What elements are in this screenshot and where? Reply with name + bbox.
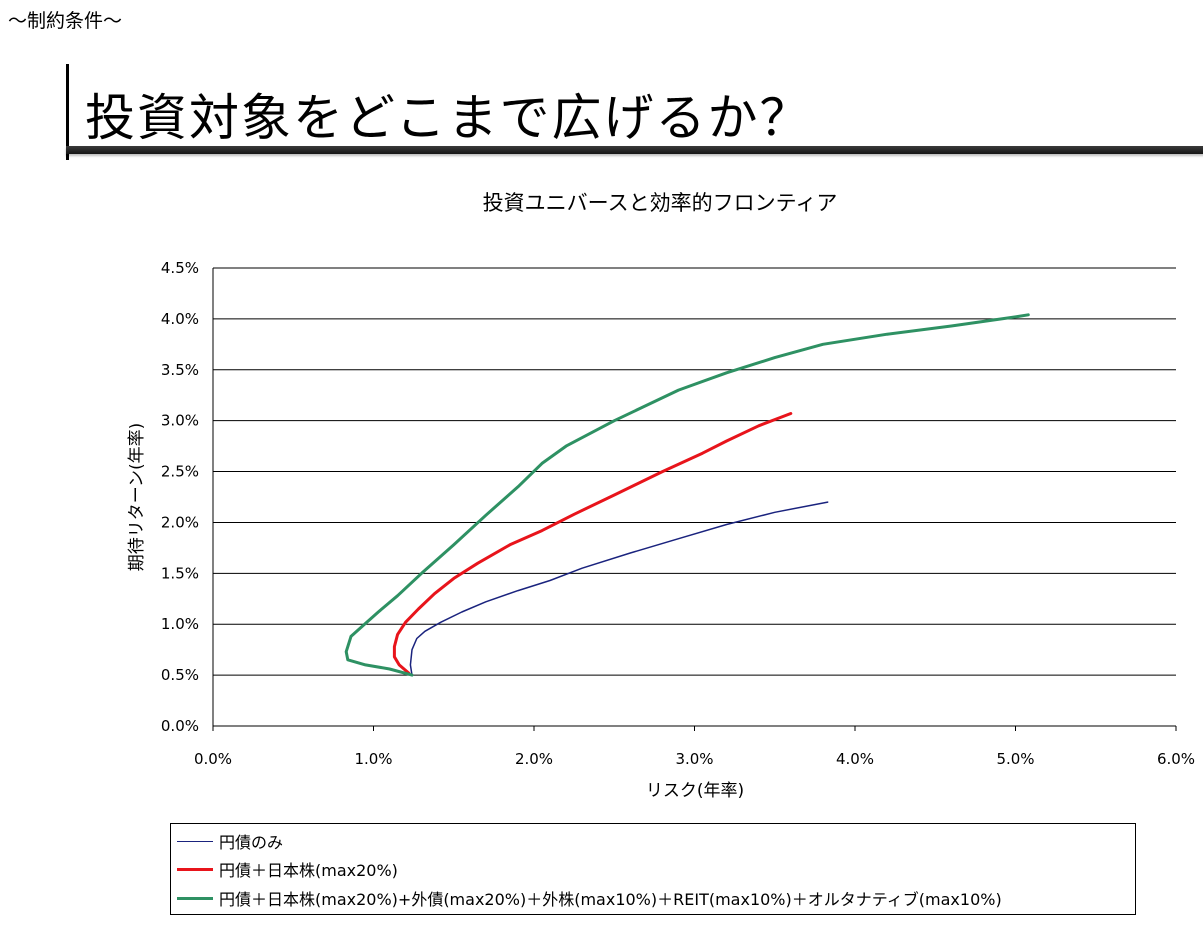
y-tick-label: 3.0%	[161, 412, 199, 430]
x-tick-label: 2.0%	[515, 750, 553, 768]
chart-legend: 円債のみ 円債＋日本株(max20%) 円債＋日本株(max20%)+外債(ma…	[170, 823, 1136, 915]
series-line-yen-bonds-jp-stocks	[392, 412, 793, 675]
legend-label-yen-bonds: 円債のみ	[219, 833, 284, 852]
y-tick-label: 2.5%	[161, 463, 199, 481]
x-tick-label: 5.0%	[996, 750, 1034, 768]
legend-swatch-yen-bonds-jp-stocks	[177, 867, 213, 871]
y-tick-label: 4.5%	[161, 259, 199, 277]
y-axis-label: 期待リターン(年率)	[127, 423, 147, 571]
x-tick-label: 3.0%	[675, 750, 713, 768]
x-tick-label: 0.0%	[194, 750, 232, 768]
legend-swatch-yen-bonds	[177, 840, 213, 842]
legend-item-yen-bonds: 円債のみ	[177, 828, 283, 854]
x-axis-label: リスク(年率)	[646, 781, 744, 801]
y-axis-ticks: 0.0% 0.5% 1.0% 1.5% 2.0% 2.5% 3.0% 3.5% 4.0% 4.5%	[161, 259, 199, 735]
legend-swatch-full-universe	[177, 896, 213, 900]
y-tick-label: 0.0%	[161, 717, 199, 735]
series-line-full-universe	[344, 313, 1030, 677]
frontier-chart: 投資ユニバースと効率的フロンティア 0.0% 0.5% 1.0% 1.5% 2.0% 2.…	[127, 191, 1195, 801]
slide-title-bar: 投資対象をどこまで広げるか？	[66, 64, 1203, 160]
chart-grid	[212, 267, 1176, 727]
y-tick-label: 1.5%	[161, 564, 199, 582]
title-underline	[66, 146, 1203, 154]
y-tick-label: 4.0%	[161, 310, 199, 328]
section-label: ～制約条件～	[8, 10, 123, 32]
y-tick-label: 0.5%	[161, 666, 199, 684]
chart-title: 投資ユニバースと効率的フロンティア	[483, 191, 838, 215]
x-tick-label: 4.0%	[836, 750, 874, 768]
y-tick-label: 1.0%	[161, 615, 199, 633]
chart-series	[344, 313, 1030, 677]
legend-item-yen-bonds-jp-stocks: 円債＋日本株(max20%)	[177, 856, 398, 882]
slide-title: 投資対象をどこまで広げるか？	[85, 89, 812, 147]
y-tick-label: 2.0%	[161, 513, 199, 531]
legend-label-full-universe: 円債＋日本株(max20%)+外債(max20%)＋外株(max10%)＋REI…	[219, 890, 1002, 909]
series-line-yen-bonds	[409, 501, 829, 676]
x-tick-label: 6.0%	[1157, 750, 1195, 768]
x-tick-label: 1.0%	[354, 750, 392, 768]
legend-item-full-universe: 円債＋日本株(max20%)+外債(max20%)＋外株(max10%)＋REI…	[177, 885, 1002, 911]
y-tick-label: 3.5%	[161, 361, 199, 379]
legend-label-yen-bonds-jp-stocks: 円債＋日本株(max20%)	[219, 861, 398, 880]
x-axis-ticks: 0.0% 1.0% 2.0% 3.0% 4.0% 5.0% 6.0%	[194, 726, 1195, 768]
